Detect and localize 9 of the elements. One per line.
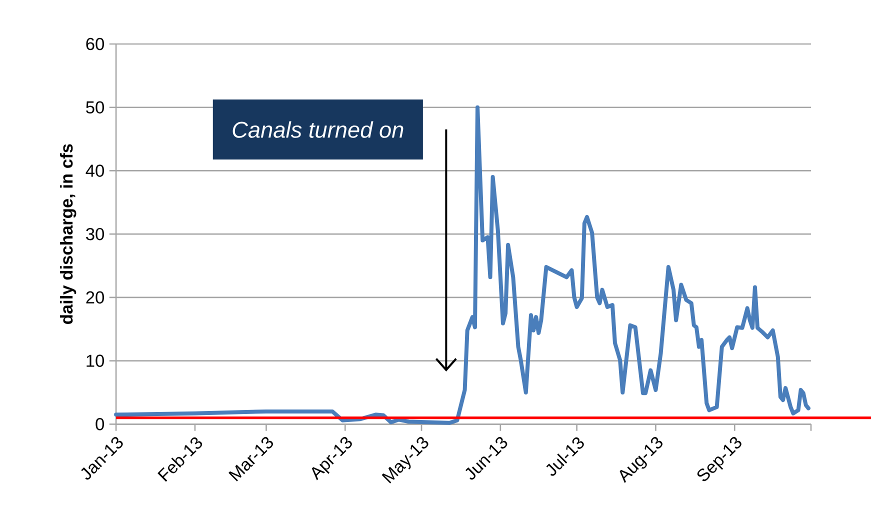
y-tick-label: 10: [86, 354, 104, 367]
y-tick-label: 30: [86, 228, 104, 240]
y-tick-label: 20: [86, 291, 104, 304]
y-tick-label: 40: [86, 164, 104, 177]
y-tick-label: 60: [86, 38, 104, 50]
y-axis-title: daily discharge, in cfs: [60, 144, 76, 324]
annotation: Canals turned on: [232, 121, 404, 138]
y-tick-label: 0: [96, 418, 104, 430]
y-tick-label: 50: [86, 101, 104, 114]
